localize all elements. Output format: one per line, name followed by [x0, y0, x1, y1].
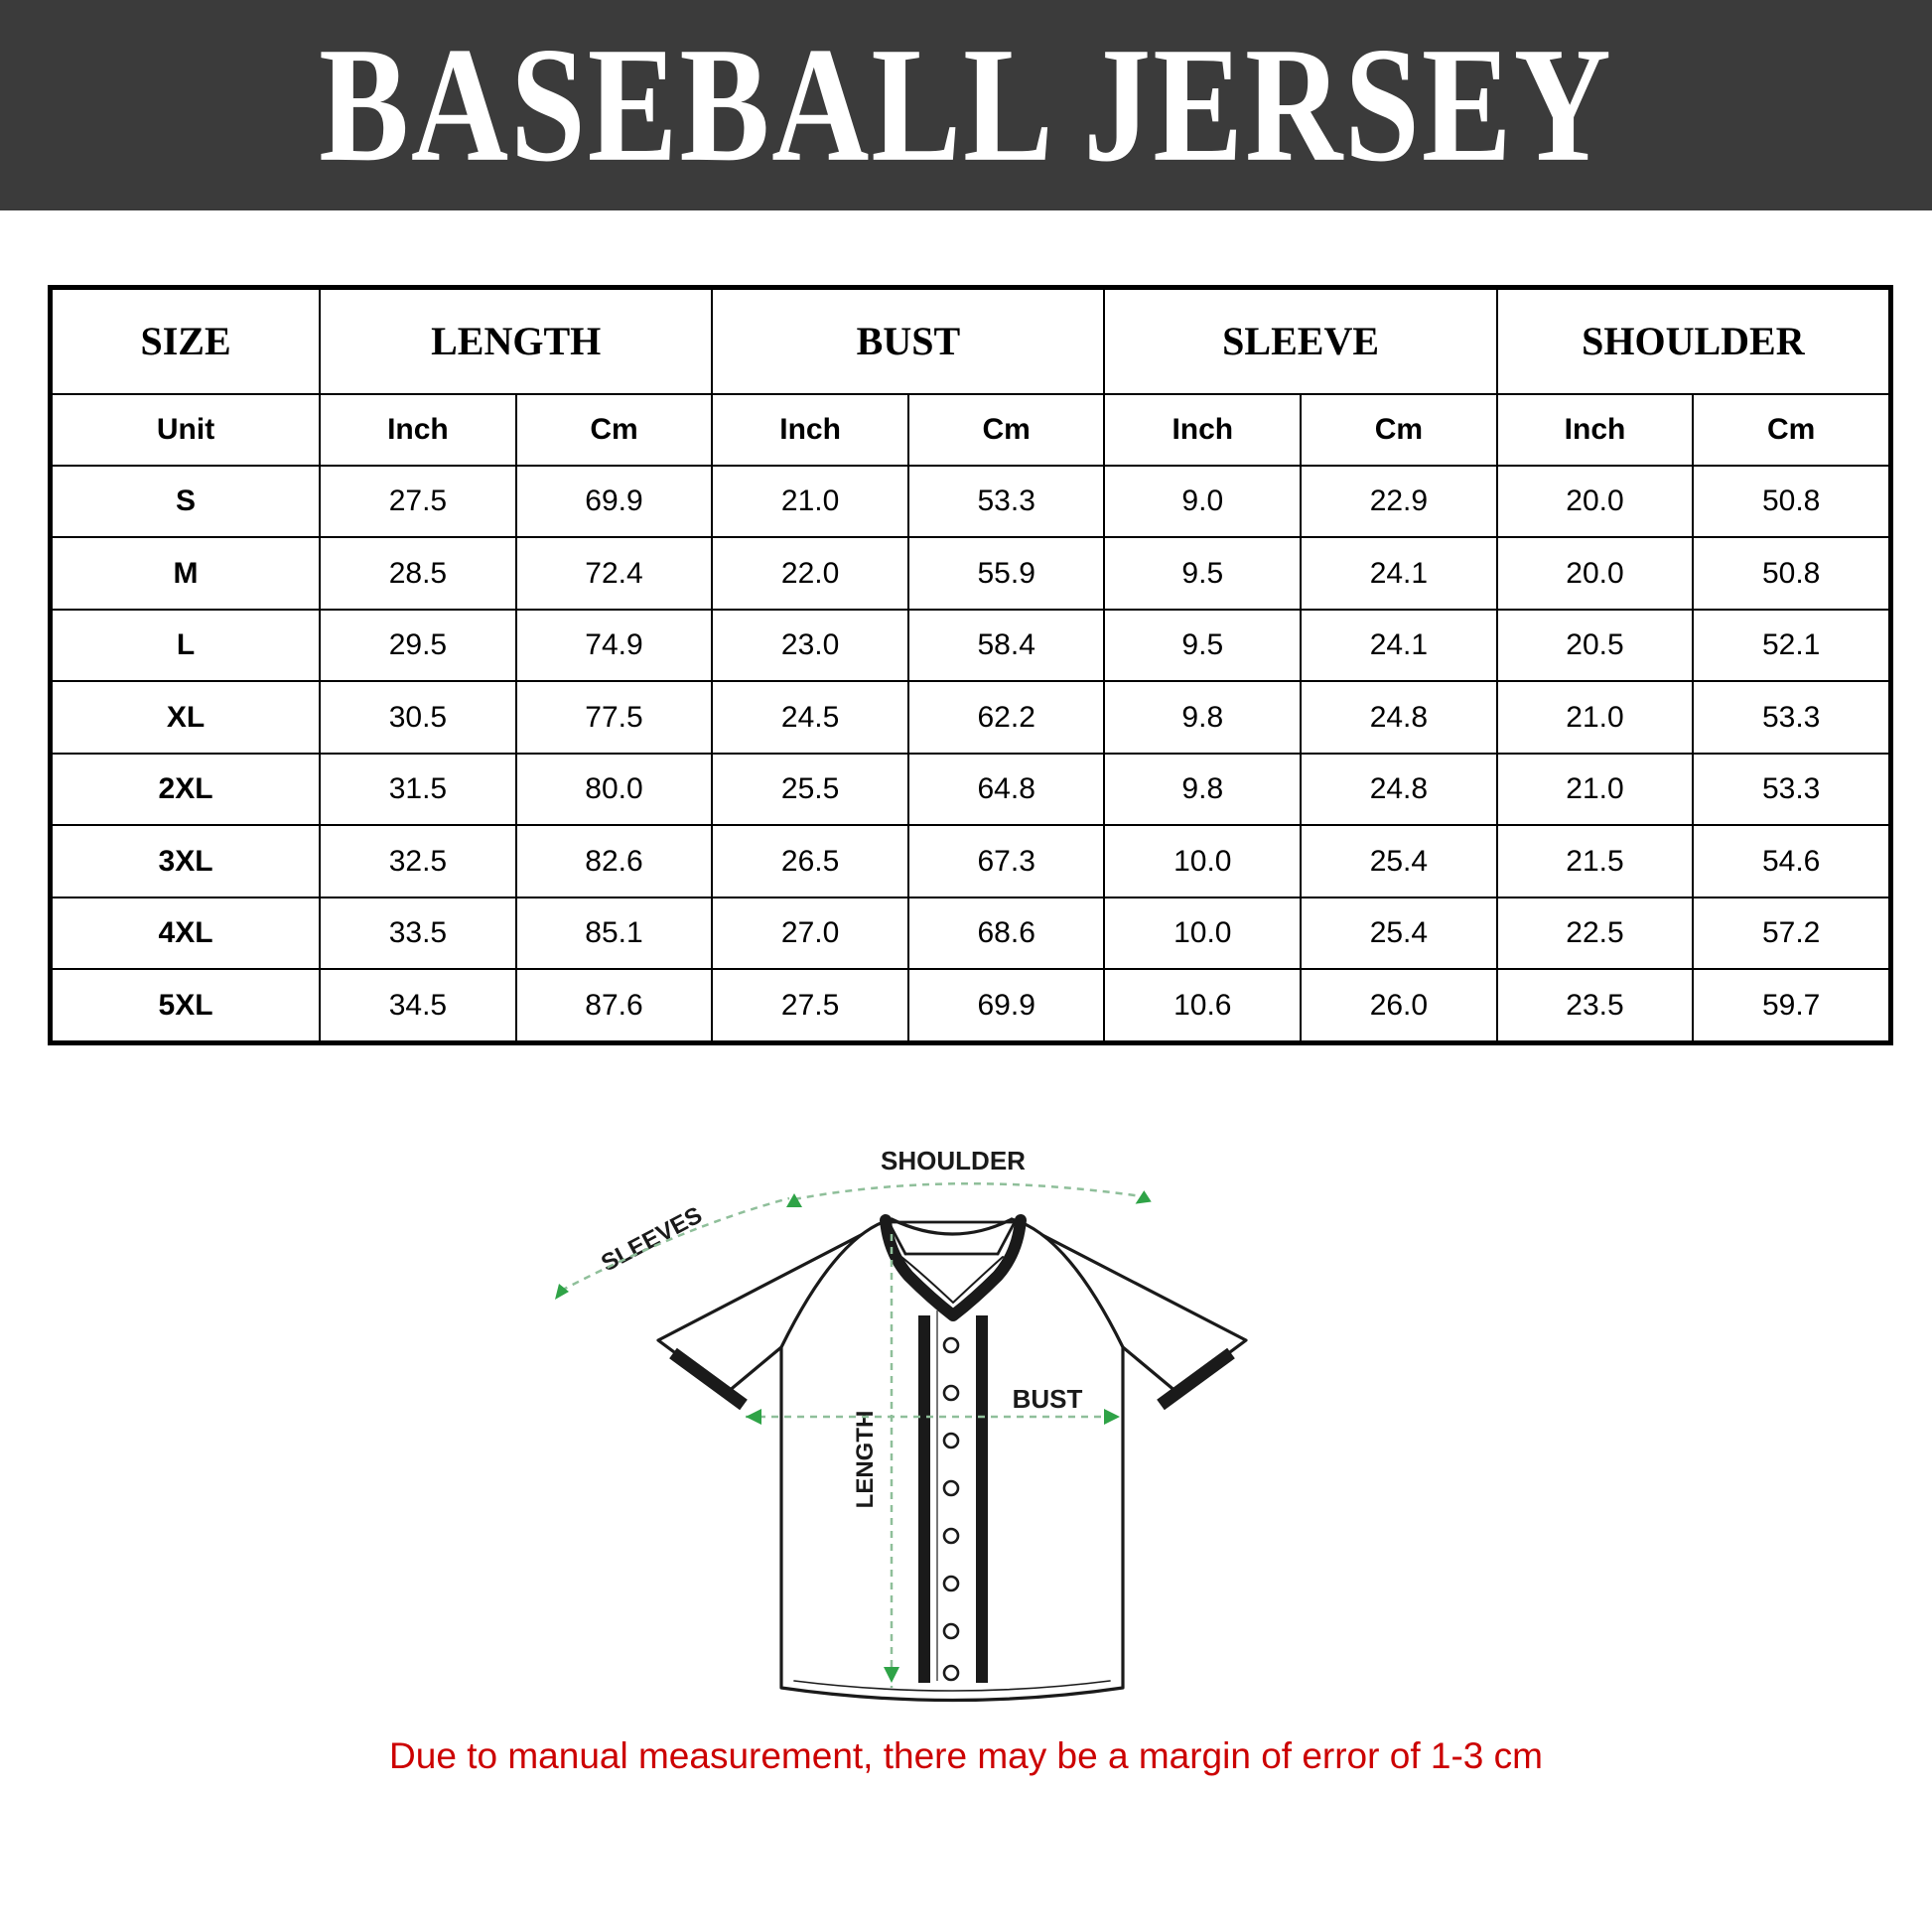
svg-text:SHOULDER: SHOULDER [881, 1146, 1026, 1175]
svg-text:BUST: BUST [1013, 1384, 1083, 1414]
svg-text:LENGTH: LENGTH [852, 1411, 879, 1509]
